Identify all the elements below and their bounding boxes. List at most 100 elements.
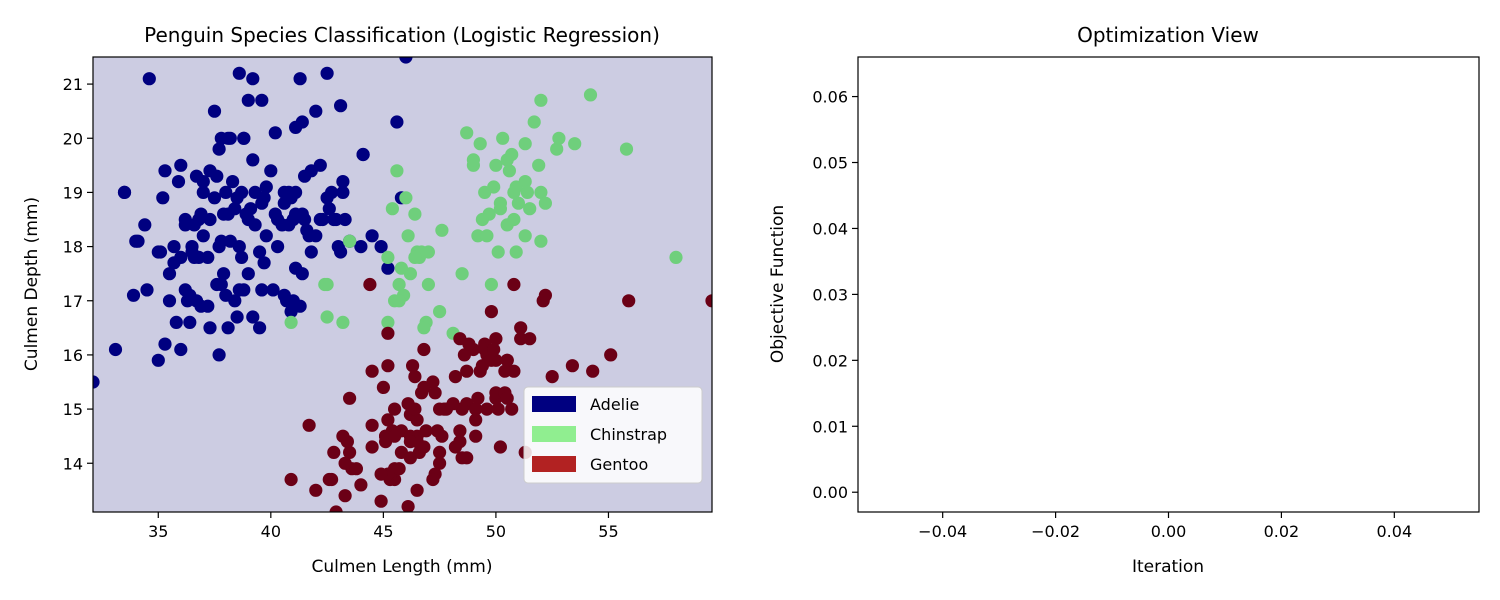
point-chinstrap xyxy=(619,142,634,156)
y-tick-label: 0.03 xyxy=(812,285,848,304)
point-gentoo xyxy=(365,364,379,378)
point-adelie xyxy=(316,212,330,227)
point-gentoo xyxy=(705,294,712,308)
point-adelie xyxy=(232,283,246,297)
point-chinstrap xyxy=(534,185,548,199)
point-chinstrap xyxy=(538,196,553,210)
point-adelie xyxy=(282,185,296,199)
point-chinstrap xyxy=(466,153,480,167)
x-tick-label: 40 xyxy=(261,522,281,541)
point-adelie xyxy=(196,175,210,189)
point-chinstrap xyxy=(534,93,548,107)
point-chinstrap xyxy=(421,245,435,259)
point-adelie xyxy=(142,72,156,86)
legend-label-gentoo: Gentoo xyxy=(590,455,648,474)
point-chinstrap xyxy=(487,180,501,194)
optimization-axes-frame xyxy=(857,56,1480,513)
point-adelie xyxy=(253,245,267,259)
point-adelie xyxy=(293,72,307,86)
point-adelie xyxy=(241,267,255,281)
point-gentoo xyxy=(455,451,469,465)
point-gentoo xyxy=(507,277,521,292)
y-tick-label: 17 xyxy=(63,292,83,311)
point-adelie xyxy=(167,240,181,254)
point-gentoo xyxy=(417,440,431,454)
point-gentoo xyxy=(338,489,352,503)
y-tick-label: 19 xyxy=(63,183,83,202)
point-gentoo xyxy=(469,429,483,443)
point-adelie xyxy=(381,261,395,275)
point-adelie xyxy=(192,212,206,227)
point-adelie xyxy=(210,169,224,183)
point-adelie xyxy=(253,321,267,335)
point-gentoo xyxy=(381,359,395,373)
point-chinstrap xyxy=(408,207,422,221)
point-chinstrap xyxy=(392,294,406,308)
point-chinstrap xyxy=(320,310,334,324)
legend-swatch-gentoo xyxy=(532,456,576,472)
scatter-chart-title: Penguin Species Classification (Logistic… xyxy=(144,23,660,47)
point-adelie xyxy=(108,342,123,357)
point-gentoo xyxy=(349,462,363,476)
point-chinstrap xyxy=(343,234,357,248)
optimization-chart-title: Optimization View xyxy=(1077,23,1259,47)
point-adelie xyxy=(255,283,269,297)
point-gentoo xyxy=(410,413,424,427)
scatter-axes-frame xyxy=(92,56,713,513)
point-adelie xyxy=(237,131,251,145)
point-gentoo xyxy=(565,359,580,373)
point-chinstrap xyxy=(381,315,395,329)
point-adelie xyxy=(322,202,336,216)
point-adelie xyxy=(174,158,188,172)
y-tick-label: 0.02 xyxy=(812,351,848,370)
point-gentoo xyxy=(401,500,415,512)
point-chinstrap xyxy=(390,164,404,178)
point-adelie xyxy=(158,164,172,178)
point-chinstrap xyxy=(484,277,498,292)
x-tick-label: 0.00 xyxy=(1151,522,1187,541)
point-adelie xyxy=(302,229,316,243)
point-chinstrap xyxy=(417,321,431,335)
point-adelie xyxy=(246,153,260,167)
point-gentoo xyxy=(340,435,354,449)
y-tick-label: 0.06 xyxy=(812,88,848,107)
point-adelie xyxy=(295,207,309,221)
point-chinstrap xyxy=(550,142,564,156)
y-tick-label: 0.00 xyxy=(812,483,848,502)
point-gentoo xyxy=(430,424,444,438)
y-tick-label: 20 xyxy=(63,129,83,148)
point-adelie xyxy=(187,250,201,264)
point-adelie xyxy=(399,57,413,64)
point-adelie xyxy=(230,191,244,205)
point-gentoo xyxy=(469,402,483,416)
point-adelie xyxy=(309,104,323,118)
y-axis-ticks: 14 15 16 17 18 19 20 21 xyxy=(63,75,93,473)
point-gentoo xyxy=(491,402,505,416)
point-chinstrap xyxy=(523,202,537,216)
point-chinstrap xyxy=(496,131,510,145)
point-adelie xyxy=(212,348,226,362)
point-chinstrap xyxy=(507,185,521,199)
point-gentoo xyxy=(622,294,636,308)
y-tick-label: 0.05 xyxy=(812,154,848,173)
point-gentoo xyxy=(365,418,379,432)
point-adelie xyxy=(178,218,192,232)
point-adelie xyxy=(183,315,197,329)
scatter-x-axis-label: Culmen Length (mm) xyxy=(312,557,493,577)
point-gentoo xyxy=(309,483,323,497)
point-gentoo xyxy=(406,359,420,373)
point-adelie xyxy=(156,191,170,205)
point-adelie xyxy=(280,294,294,308)
point-adelie xyxy=(246,72,260,86)
point-gentoo xyxy=(426,375,440,389)
point-adelie xyxy=(129,234,143,248)
point-gentoo xyxy=(487,342,501,357)
point-gentoo xyxy=(480,402,494,416)
point-chinstrap xyxy=(408,250,422,264)
x-tick-label: −0.04 xyxy=(918,522,967,541)
point-adelie xyxy=(365,229,379,243)
y-tick-label: 0.01 xyxy=(812,417,848,436)
point-chinstrap xyxy=(475,212,489,227)
y-tick-label: 18 xyxy=(63,238,83,257)
point-chinstrap xyxy=(511,196,525,210)
